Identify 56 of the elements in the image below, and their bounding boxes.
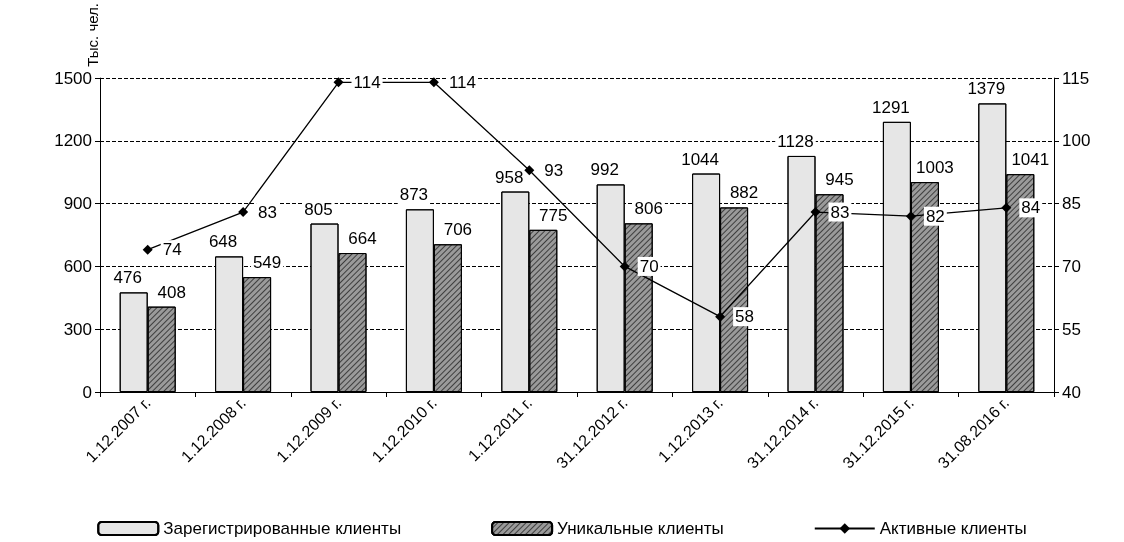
- data-label: 83: [258, 202, 278, 222]
- point: [333, 77, 344, 88]
- data-label: 408: [157, 282, 186, 302]
- data-label: 1044: [681, 149, 720, 169]
- data-label: 83: [830, 202, 850, 222]
- data-label: 706: [443, 220, 473, 240]
- y-tick-label: 1500: [54, 68, 92, 88]
- point: [142, 244, 153, 255]
- y-tick-label: 600: [63, 256, 92, 276]
- data-label: 84: [1021, 198, 1041, 218]
- y2-tick-label: 100: [1062, 131, 1091, 151]
- data-label: 1291: [871, 97, 910, 117]
- data-label: 93: [544, 160, 564, 180]
- point: [238, 207, 249, 218]
- data-label: 114: [353, 72, 381, 92]
- legend-label: Уникальные клиенты: [557, 519, 724, 538]
- point: [1001, 202, 1012, 213]
- data-label: 1003: [915, 158, 954, 178]
- y2-tick-label: 55: [1062, 319, 1081, 339]
- data-label: 882: [729, 183, 759, 203]
- data-label: 1041: [1011, 150, 1050, 170]
- y-axis-title: Тыс. чел.: [84, 3, 101, 67]
- data-label: 1379: [967, 79, 1006, 99]
- y-tick-label: 300: [63, 319, 92, 339]
- data-label: 114: [448, 72, 477, 92]
- y-tick-label: 900: [63, 194, 92, 214]
- data-label: 82: [925, 206, 945, 226]
- data-label: 74: [162, 240, 182, 260]
- point: [810, 207, 821, 218]
- data-label: 476: [113, 268, 142, 288]
- y2-tick-label: 40: [1062, 382, 1081, 402]
- data-label: 805: [304, 199, 333, 219]
- data-label: 806: [634, 199, 663, 219]
- data-label: 1128: [777, 131, 814, 151]
- y2-tick-label: 70: [1062, 256, 1081, 276]
- point: [905, 211, 916, 222]
- legend-label: Зарегистрированные клиенты: [163, 519, 402, 538]
- data-label: 945: [825, 170, 854, 190]
- y2-tick-label: 115: [1062, 68, 1090, 88]
- point: [715, 311, 726, 322]
- point: [428, 77, 439, 88]
- data-label: 58: [735, 307, 755, 327]
- y2-tick-label: 85: [1062, 194, 1081, 214]
- data-label: 958: [495, 167, 524, 187]
- data-label: 549: [252, 253, 282, 273]
- y-tick-label: 1200: [54, 131, 92, 151]
- point: [524, 165, 535, 176]
- data-label: 648: [208, 232, 238, 252]
- data-label: 664: [348, 229, 377, 249]
- point: [619, 261, 630, 272]
- data-label: 992: [590, 160, 619, 180]
- legend-label: Активные клиенты: [879, 519, 1027, 538]
- data-label: 873: [399, 185, 429, 205]
- data-label: 775: [539, 205, 568, 225]
- y-tick-label: 0: [82, 382, 92, 402]
- data-label: 70: [639, 256, 659, 276]
